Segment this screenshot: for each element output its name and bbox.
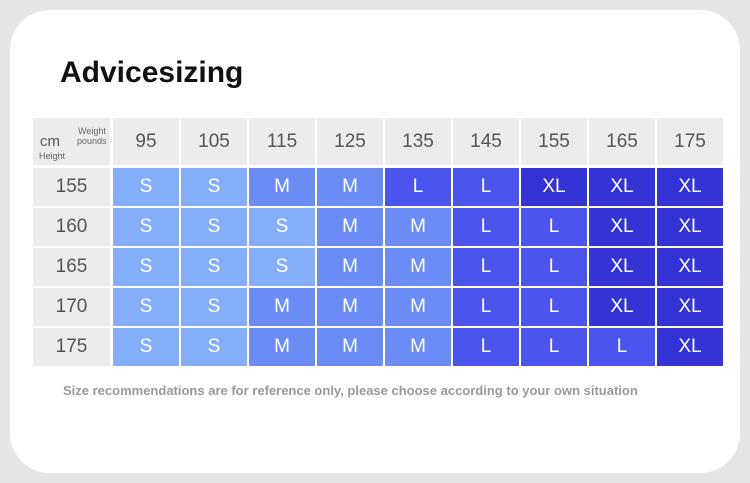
footnote: Size recommendations are for reference o… [63,383,638,398]
size-cell: L [453,328,519,366]
size-cell: L [521,208,587,246]
size-cell: L [521,328,587,366]
size-cell: S [181,208,247,246]
size-cell: XL [657,328,723,366]
column-header: 145 [453,118,519,165]
size-cell: M [317,328,383,366]
column-header: 175 [657,118,723,165]
size-cell: XL [657,288,723,326]
size-cell: L [521,288,587,326]
size-cell: XL [657,168,723,206]
row-header: 165 [33,248,110,286]
column-header: 125 [317,118,383,165]
column-header: 135 [385,118,451,165]
row-header: 160 [33,208,110,246]
size-cell: XL [657,248,723,286]
size-cell: L [453,288,519,326]
corner-col-unit: pounds [77,136,107,146]
size-cell: M [385,248,451,286]
title: Advicesizing [60,56,244,89]
column-header: 95 [113,118,179,165]
size-cell: M [317,248,383,286]
size-cell: S [181,288,247,326]
corner-row-label: Height [39,151,66,161]
size-cell: S [181,168,247,206]
size-cell: L [589,328,655,366]
size-cell: S [181,328,247,366]
size-cell: S [113,168,179,206]
size-cell: S [249,208,315,246]
size-cell: S [181,248,247,286]
size-cell: S [113,288,179,326]
corner-unit: cm [40,133,60,150]
size-cell: M [249,328,315,366]
size-cell: XL [589,168,655,206]
row-header: 155 [33,168,110,206]
size-cell: M [249,168,315,206]
size-cell: XL [589,288,655,326]
size-cell: L [453,248,519,286]
size-cell: S [113,328,179,366]
size-cell: XL [589,208,655,246]
size-cell: M [317,288,383,326]
size-cell: M [317,208,383,246]
size-cell: M [317,168,383,206]
size-cell: XL [521,168,587,206]
column-header: 115 [249,118,315,165]
size-cell: M [385,328,451,366]
size-cell: L [453,208,519,246]
size-cell: M [385,208,451,246]
size-cell: M [385,288,451,326]
size-cell: S [249,248,315,286]
size-cell: L [385,168,451,206]
size-cell: XL [657,208,723,246]
row-header: 170 [33,288,110,326]
column-header: 165 [589,118,655,165]
row-header: 175 [33,328,110,366]
corner-col-label: Weight [78,126,106,136]
size-cell: M [249,288,315,326]
size-cell: S [113,248,179,286]
size-cell: XL [589,248,655,286]
column-header: 105 [181,118,247,165]
size-cell: L [453,168,519,206]
size-cell: L [521,248,587,286]
size-cell: S [113,208,179,246]
column-header: 155 [521,118,587,165]
corner-cell [33,118,110,165]
